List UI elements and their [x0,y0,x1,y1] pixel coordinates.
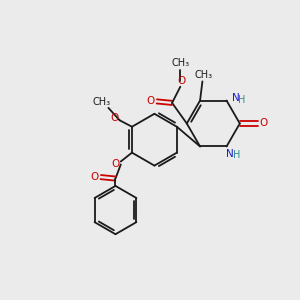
Text: H: H [232,150,240,160]
Text: CH₃: CH₃ [195,70,213,80]
Text: O: O [110,113,119,123]
Text: N: N [226,149,233,159]
Text: O: O [91,172,99,182]
Text: CH₃: CH₃ [93,97,111,107]
Text: N: N [232,93,239,103]
Text: O: O [178,76,186,86]
Text: O: O [260,118,268,128]
Text: H: H [238,95,246,105]
Text: O: O [111,159,120,170]
Text: O: O [147,96,155,106]
Text: CH₃: CH₃ [171,58,189,68]
